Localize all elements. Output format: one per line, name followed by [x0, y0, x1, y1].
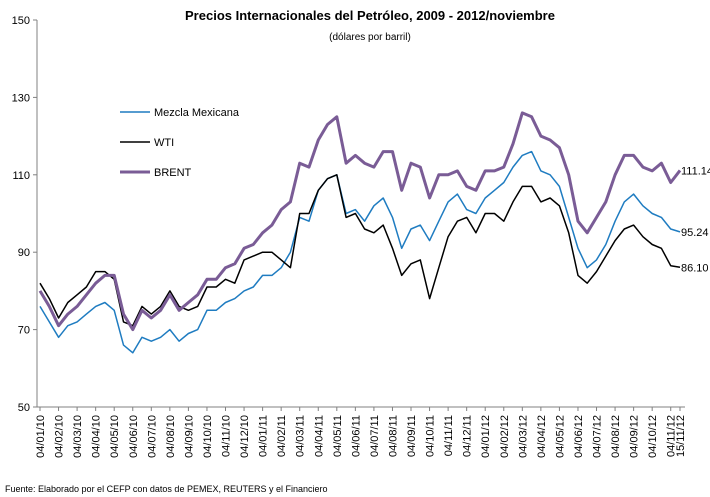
y-tick-label: 150 — [12, 15, 30, 27]
series-line — [38, 111, 682, 332]
y-tick-label: 50 — [18, 402, 30, 414]
x-tick-label: 04/08/10 — [165, 415, 177, 458]
x-tick-label: 04/10/11 — [425, 415, 437, 457]
series-line — [39, 174, 681, 327]
data-label: 111.14 — [681, 165, 710, 177]
x-tick-label: 04/06/11 — [350, 415, 362, 457]
data-label: 95.24 — [681, 227, 709, 239]
x-tick-label: 04/05/12 — [554, 415, 566, 458]
x-tick-label: 04/05/10 — [109, 415, 121, 458]
x-tick-label: 04/09/11 — [406, 415, 418, 457]
series-line — [39, 150, 681, 354]
x-tick-label: 04/03/12 — [517, 415, 529, 458]
x-tick-label: 04/10/10 — [202, 415, 214, 458]
y-tick-label: 110 — [12, 170, 30, 182]
legend-label: Mezcla Mexicana — [154, 107, 240, 119]
x-tick-label: 04/08/12 — [610, 415, 622, 458]
x-tick-label: 04/09/10 — [183, 415, 195, 458]
x-tick-label: 04/05/11 — [332, 415, 344, 457]
x-tick-label: 04/10/12 — [647, 415, 659, 458]
y-tick-label: 70 — [18, 325, 30, 337]
legend-label: BRENT — [154, 167, 192, 179]
x-tick-label: 04/06/10 — [128, 415, 140, 458]
x-tick-label: 15/11/12 — [675, 415, 687, 457]
x-tick-label: 04/11/12 — [666, 415, 678, 457]
x-tick-label: 04/12/11 — [462, 415, 474, 457]
x-tick-label: 04/09/12 — [629, 415, 641, 458]
x-tick-label: 04/02/10 — [54, 415, 66, 458]
chart-subtitle: (dólares por barril) — [329, 32, 411, 43]
x-tick-label: 04/04/12 — [536, 415, 548, 458]
y-tick-label: 130 — [12, 92, 30, 104]
x-tick-label: 04/08/11 — [387, 415, 399, 457]
x-tick-label: 04/11/11 — [443, 415, 455, 456]
x-tick-label: 04/03/10 — [72, 415, 84, 458]
x-tick-label: 04/04/11 — [313, 415, 325, 457]
x-tick-label: 04/06/12 — [573, 415, 585, 458]
legend-label: WTI — [154, 137, 174, 149]
data-label: 86.10 — [681, 262, 709, 274]
x-tick-label: 04/07/12 — [592, 415, 604, 458]
x-tick-label: 04/01/11 — [258, 415, 270, 457]
x-tick-label: 04/12/10 — [239, 415, 251, 458]
x-tick-label: 04/02/11 — [276, 415, 288, 457]
x-tick-label: 04/04/10 — [91, 415, 103, 458]
x-tick-label: 04/01/12 — [480, 415, 492, 458]
x-tick-label: 04/02/12 — [499, 415, 511, 458]
x-tick-label: 04/01/10 — [35, 415, 47, 458]
chart-title: Precios Internacionales del Petróleo, 20… — [185, 8, 555, 23]
x-tick-label: 04/07/10 — [146, 415, 158, 458]
y-tick-label: 90 — [18, 247, 30, 259]
source-note: Fuente: Elaborado por el CEFP con datos … — [5, 484, 328, 494]
x-tick-label: 04/07/11 — [369, 415, 381, 457]
x-tick-label: 04/11/10 — [221, 415, 233, 457]
x-tick-label: 04/03/11 — [295, 415, 307, 457]
